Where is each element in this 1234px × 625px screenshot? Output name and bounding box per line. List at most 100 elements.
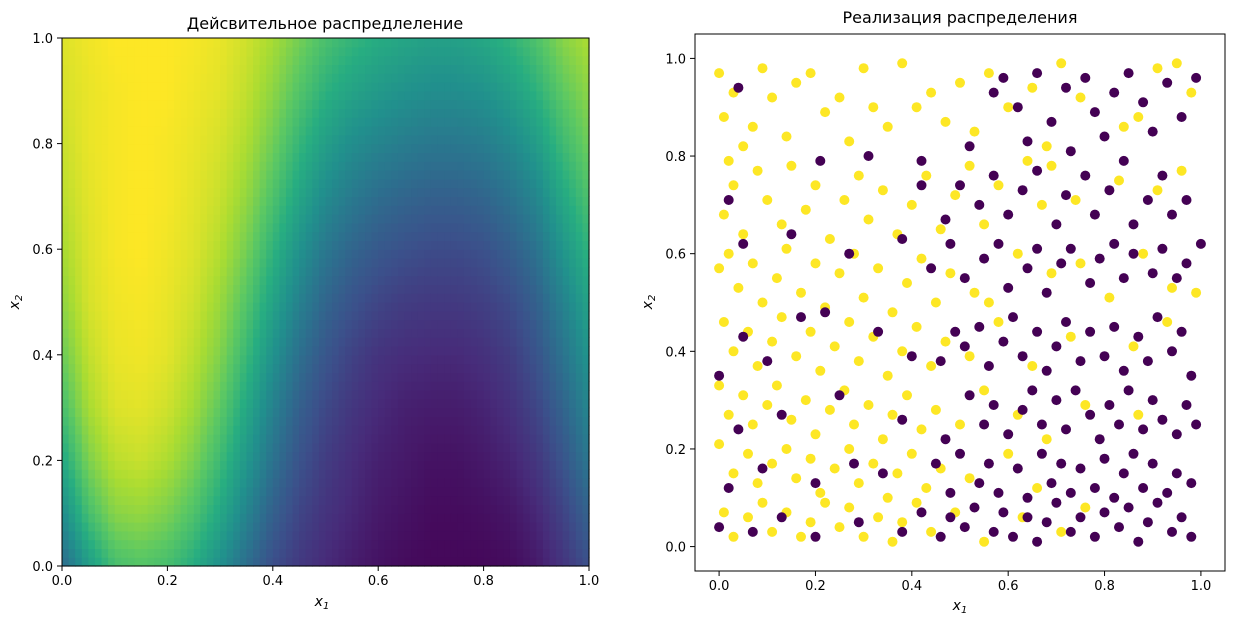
heatmap-cell — [556, 231, 564, 241]
heatmap-cell — [450, 302, 458, 312]
heatmap-cell — [220, 398, 228, 409]
heatmap-cell — [259, 205, 267, 215]
heatmap-cell — [542, 425, 551, 435]
heatmap-cell — [325, 38, 333, 48]
heatmap-cell — [239, 504, 248, 514]
heatmap-cell — [173, 530, 182, 541]
heatmap-cell — [180, 451, 188, 461]
heatmap-cell — [490, 460, 498, 470]
heatmap-cell — [220, 293, 228, 303]
heatmap-cell — [206, 143, 215, 153]
heatmap-cell — [457, 266, 465, 277]
heatmap-cell — [404, 73, 412, 83]
heatmap-cell — [94, 170, 103, 180]
heatmap-cell — [477, 231, 485, 241]
scatter-point — [728, 180, 739, 191]
heatmap-cell — [562, 363, 570, 373]
scatter-point — [747, 121, 758, 132]
heatmap-cell — [127, 407, 136, 417]
heatmap-cell — [542, 319, 551, 329]
heatmap-cell — [292, 530, 300, 541]
heatmap-cell — [371, 134, 379, 145]
heatmap-cell — [68, 108, 76, 118]
heatmap-cell — [509, 46, 518, 57]
heatmap-cell — [345, 328, 353, 338]
heatmap-cell — [549, 495, 557, 505]
heatmap-cell — [272, 337, 280, 347]
heatmap-cell — [351, 442, 360, 453]
heatmap-cell — [457, 126, 465, 136]
heatmap-cell — [542, 302, 551, 312]
heatmap-cell — [358, 363, 366, 373]
heatmap-cell — [509, 55, 518, 65]
heatmap-cell — [562, 425, 570, 435]
heatmap-cell — [266, 310, 274, 321]
heatmap-cell — [582, 231, 590, 241]
heatmap-cell — [141, 495, 149, 505]
heatmap-cell — [556, 99, 564, 109]
heatmap-cell — [549, 337, 557, 347]
heatmap-cell — [134, 134, 142, 145]
heatmap-cell — [285, 222, 294, 233]
heatmap-cell — [141, 293, 149, 303]
scatter-point — [791, 351, 802, 362]
heatmap-cell — [542, 38, 551, 48]
heatmap-cell — [187, 205, 195, 215]
heatmap-cell — [549, 319, 557, 329]
heatmap-cell — [529, 240, 537, 250]
heatmap-cell — [345, 486, 353, 497]
heatmap-cell — [299, 539, 307, 549]
heatmap-cell — [213, 337, 221, 347]
heatmap-cell — [75, 530, 83, 541]
heatmap-cell — [384, 108, 392, 118]
heatmap-cell — [279, 530, 287, 541]
heatmap-cell — [292, 328, 300, 338]
heatmap-cell — [404, 557, 412, 567]
heatmap-cell — [378, 64, 386, 74]
heatmap-cell — [562, 143, 570, 153]
heatmap-cell — [213, 249, 221, 259]
heatmap-cell — [127, 99, 136, 109]
heatmap-cell — [509, 372, 518, 382]
heatmap-cell — [391, 284, 399, 294]
heatmap-cell — [384, 460, 392, 470]
heatmap-cell — [365, 293, 373, 303]
heatmap-cell — [279, 178, 287, 189]
heatmap-cell — [127, 170, 136, 180]
heatmap-cell — [569, 398, 577, 409]
heatmap-cell — [305, 460, 313, 470]
heatmap-cell — [68, 55, 76, 65]
heatmap-cell — [516, 522, 524, 532]
heatmap-cell — [411, 390, 419, 400]
heatmap-cell — [167, 513, 175, 523]
heatmap-cell — [154, 346, 162, 356]
heatmap-cell — [542, 196, 551, 206]
heatmap-cell — [246, 346, 254, 356]
heatmap-cell — [167, 451, 175, 461]
heatmap-cell — [457, 522, 465, 532]
heatmap-cell — [516, 178, 524, 189]
heatmap-cell — [345, 99, 353, 109]
heatmap-cell — [233, 231, 241, 241]
heatmap-cell — [424, 530, 432, 541]
heatmap-cell — [345, 117, 353, 127]
heatmap-cell — [450, 187, 458, 197]
heatmap-cell — [75, 196, 83, 206]
heatmap-cell — [477, 38, 485, 48]
heatmap-cell — [253, 363, 261, 373]
heatmap-cell — [575, 346, 584, 356]
heatmap-cell — [365, 416, 373, 426]
heatmap-cell — [509, 363, 518, 373]
heatmap-cell — [272, 354, 280, 365]
heatmap-cell — [279, 240, 287, 250]
heatmap-cell — [167, 495, 175, 505]
heatmap-cell — [509, 170, 518, 180]
heatmap-cell — [345, 539, 353, 549]
heatmap-cell — [516, 46, 524, 57]
heatmap-cell — [206, 38, 215, 48]
heatmap-cell — [542, 310, 551, 321]
heatmap-cell — [542, 460, 551, 470]
heatmap-cell — [285, 284, 294, 294]
heatmap-cell — [371, 284, 379, 294]
heatmap-cell — [147, 363, 155, 373]
